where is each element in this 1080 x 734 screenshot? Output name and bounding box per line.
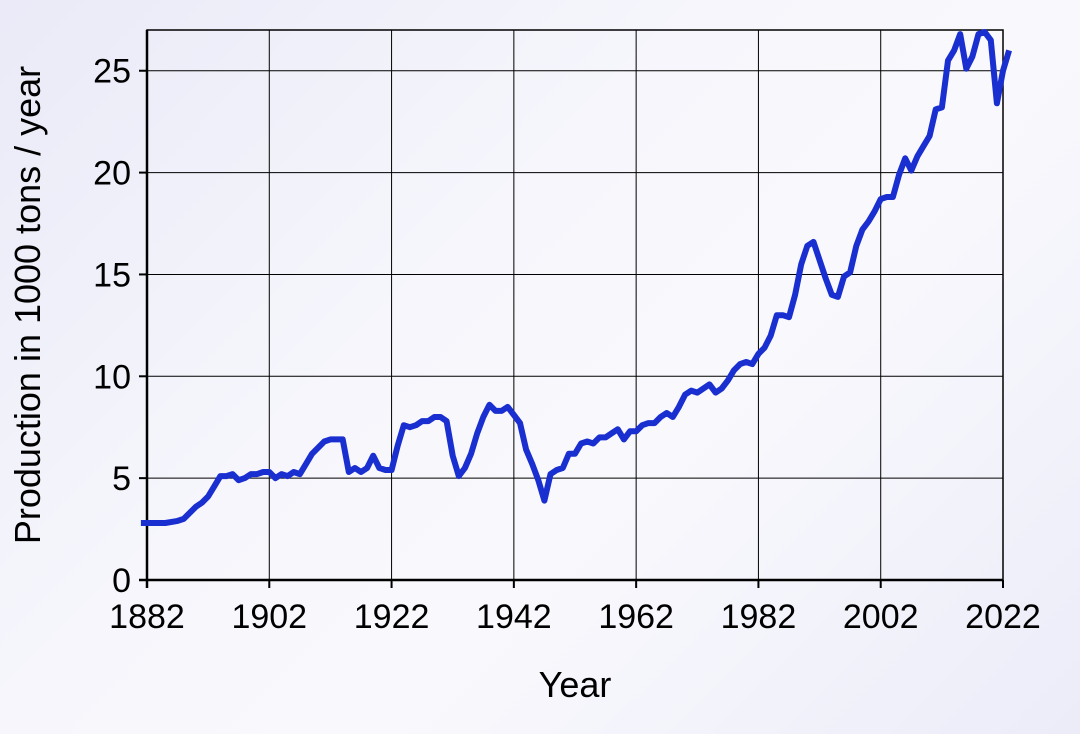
plot-frame bbox=[146, 29, 1004, 581]
axes bbox=[139, 30, 1003, 588]
x-tick-label-1982: 1982 bbox=[721, 598, 797, 636]
y-tick-label-20: 20 bbox=[93, 155, 131, 193]
x-tick-labels: 1882 1902 1922 1942 1962 1982 2002 2022 bbox=[109, 580, 1041, 636]
x-tick-label-2002: 2002 bbox=[843, 598, 919, 636]
y-tick-label-0: 0 bbox=[112, 562, 131, 600]
y-axis-title: Production in 1000 tons / year bbox=[7, 66, 48, 544]
y-tick-label-5: 5 bbox=[112, 460, 131, 498]
y-tick-labels: 0 5 10 15 20 25 bbox=[93, 53, 147, 600]
x-tick-label-1942: 1942 bbox=[476, 598, 552, 636]
y-tick-label-10: 10 bbox=[93, 358, 131, 396]
x-axis-title: Year bbox=[539, 664, 612, 705]
x-tick-label-1902: 1902 bbox=[231, 598, 307, 636]
x-tick-label-1922: 1922 bbox=[354, 598, 430, 636]
y-tick-label-25: 25 bbox=[93, 53, 131, 91]
series-layer bbox=[140, 29, 1012, 526]
x-tick-label-2022: 2022 bbox=[965, 598, 1041, 636]
grid-lines bbox=[147, 30, 1004, 580]
x-tick-label-1962: 1962 bbox=[598, 598, 674, 636]
y-tick-label-15: 15 bbox=[93, 256, 131, 294]
x-tick-label-1882: 1882 bbox=[109, 598, 185, 636]
series-line-0 bbox=[140, 29, 1012, 526]
